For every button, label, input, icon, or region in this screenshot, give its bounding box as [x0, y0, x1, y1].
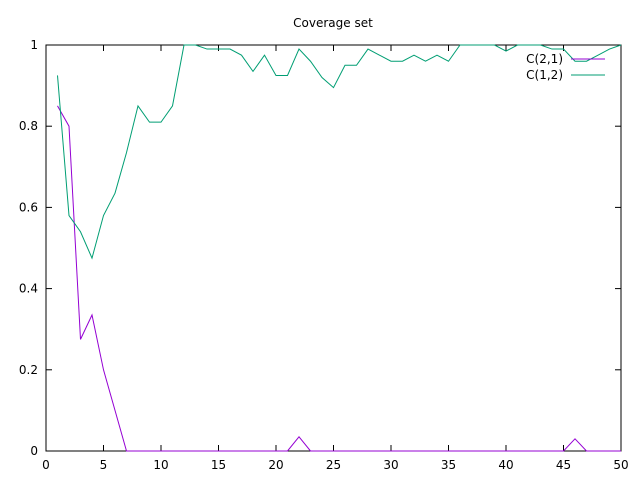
y-tick-label: 0.6: [19, 200, 38, 214]
legend-label-c21: C(2,1): [526, 52, 563, 66]
y-tick-label: 0.2: [19, 363, 38, 377]
x-tick-label: 50: [613, 458, 628, 472]
axes: 0 5 10 15 20 25 30 35 40 45 50 0 0.2 0.4 0.6 0.8 1: [19, 38, 629, 472]
x-tick-label: 20: [268, 458, 283, 472]
x-tick-label: 0: [42, 458, 50, 472]
y-tick-label: 0: [30, 444, 38, 458]
plot-frame: [45, 44, 622, 452]
x-tick-label: 45: [556, 458, 571, 472]
x-tick-label: 35: [441, 458, 456, 472]
x-tick-label: 25: [326, 458, 341, 472]
series-line-c12: [57, 44, 622, 260]
legend-label-c12: C(1,2): [526, 68, 563, 82]
x-tick-label: 40: [498, 458, 513, 472]
series-lines: [57, 44, 622, 452]
y-tick-label: 1: [30, 38, 38, 52]
legend: C(2,1) C(1,2): [526, 52, 605, 82]
y-tick-label: 0.8: [19, 119, 38, 133]
chart-title: Coverage set: [293, 16, 373, 30]
y-tick-label: 0.4: [19, 282, 38, 296]
x-tick-label: 30: [383, 458, 398, 472]
x-tick-label: 5: [100, 458, 108, 472]
x-tick-label: 10: [153, 458, 168, 472]
series-line-c21: [57, 105, 621, 452]
x-tick-label: 15: [211, 458, 226, 472]
